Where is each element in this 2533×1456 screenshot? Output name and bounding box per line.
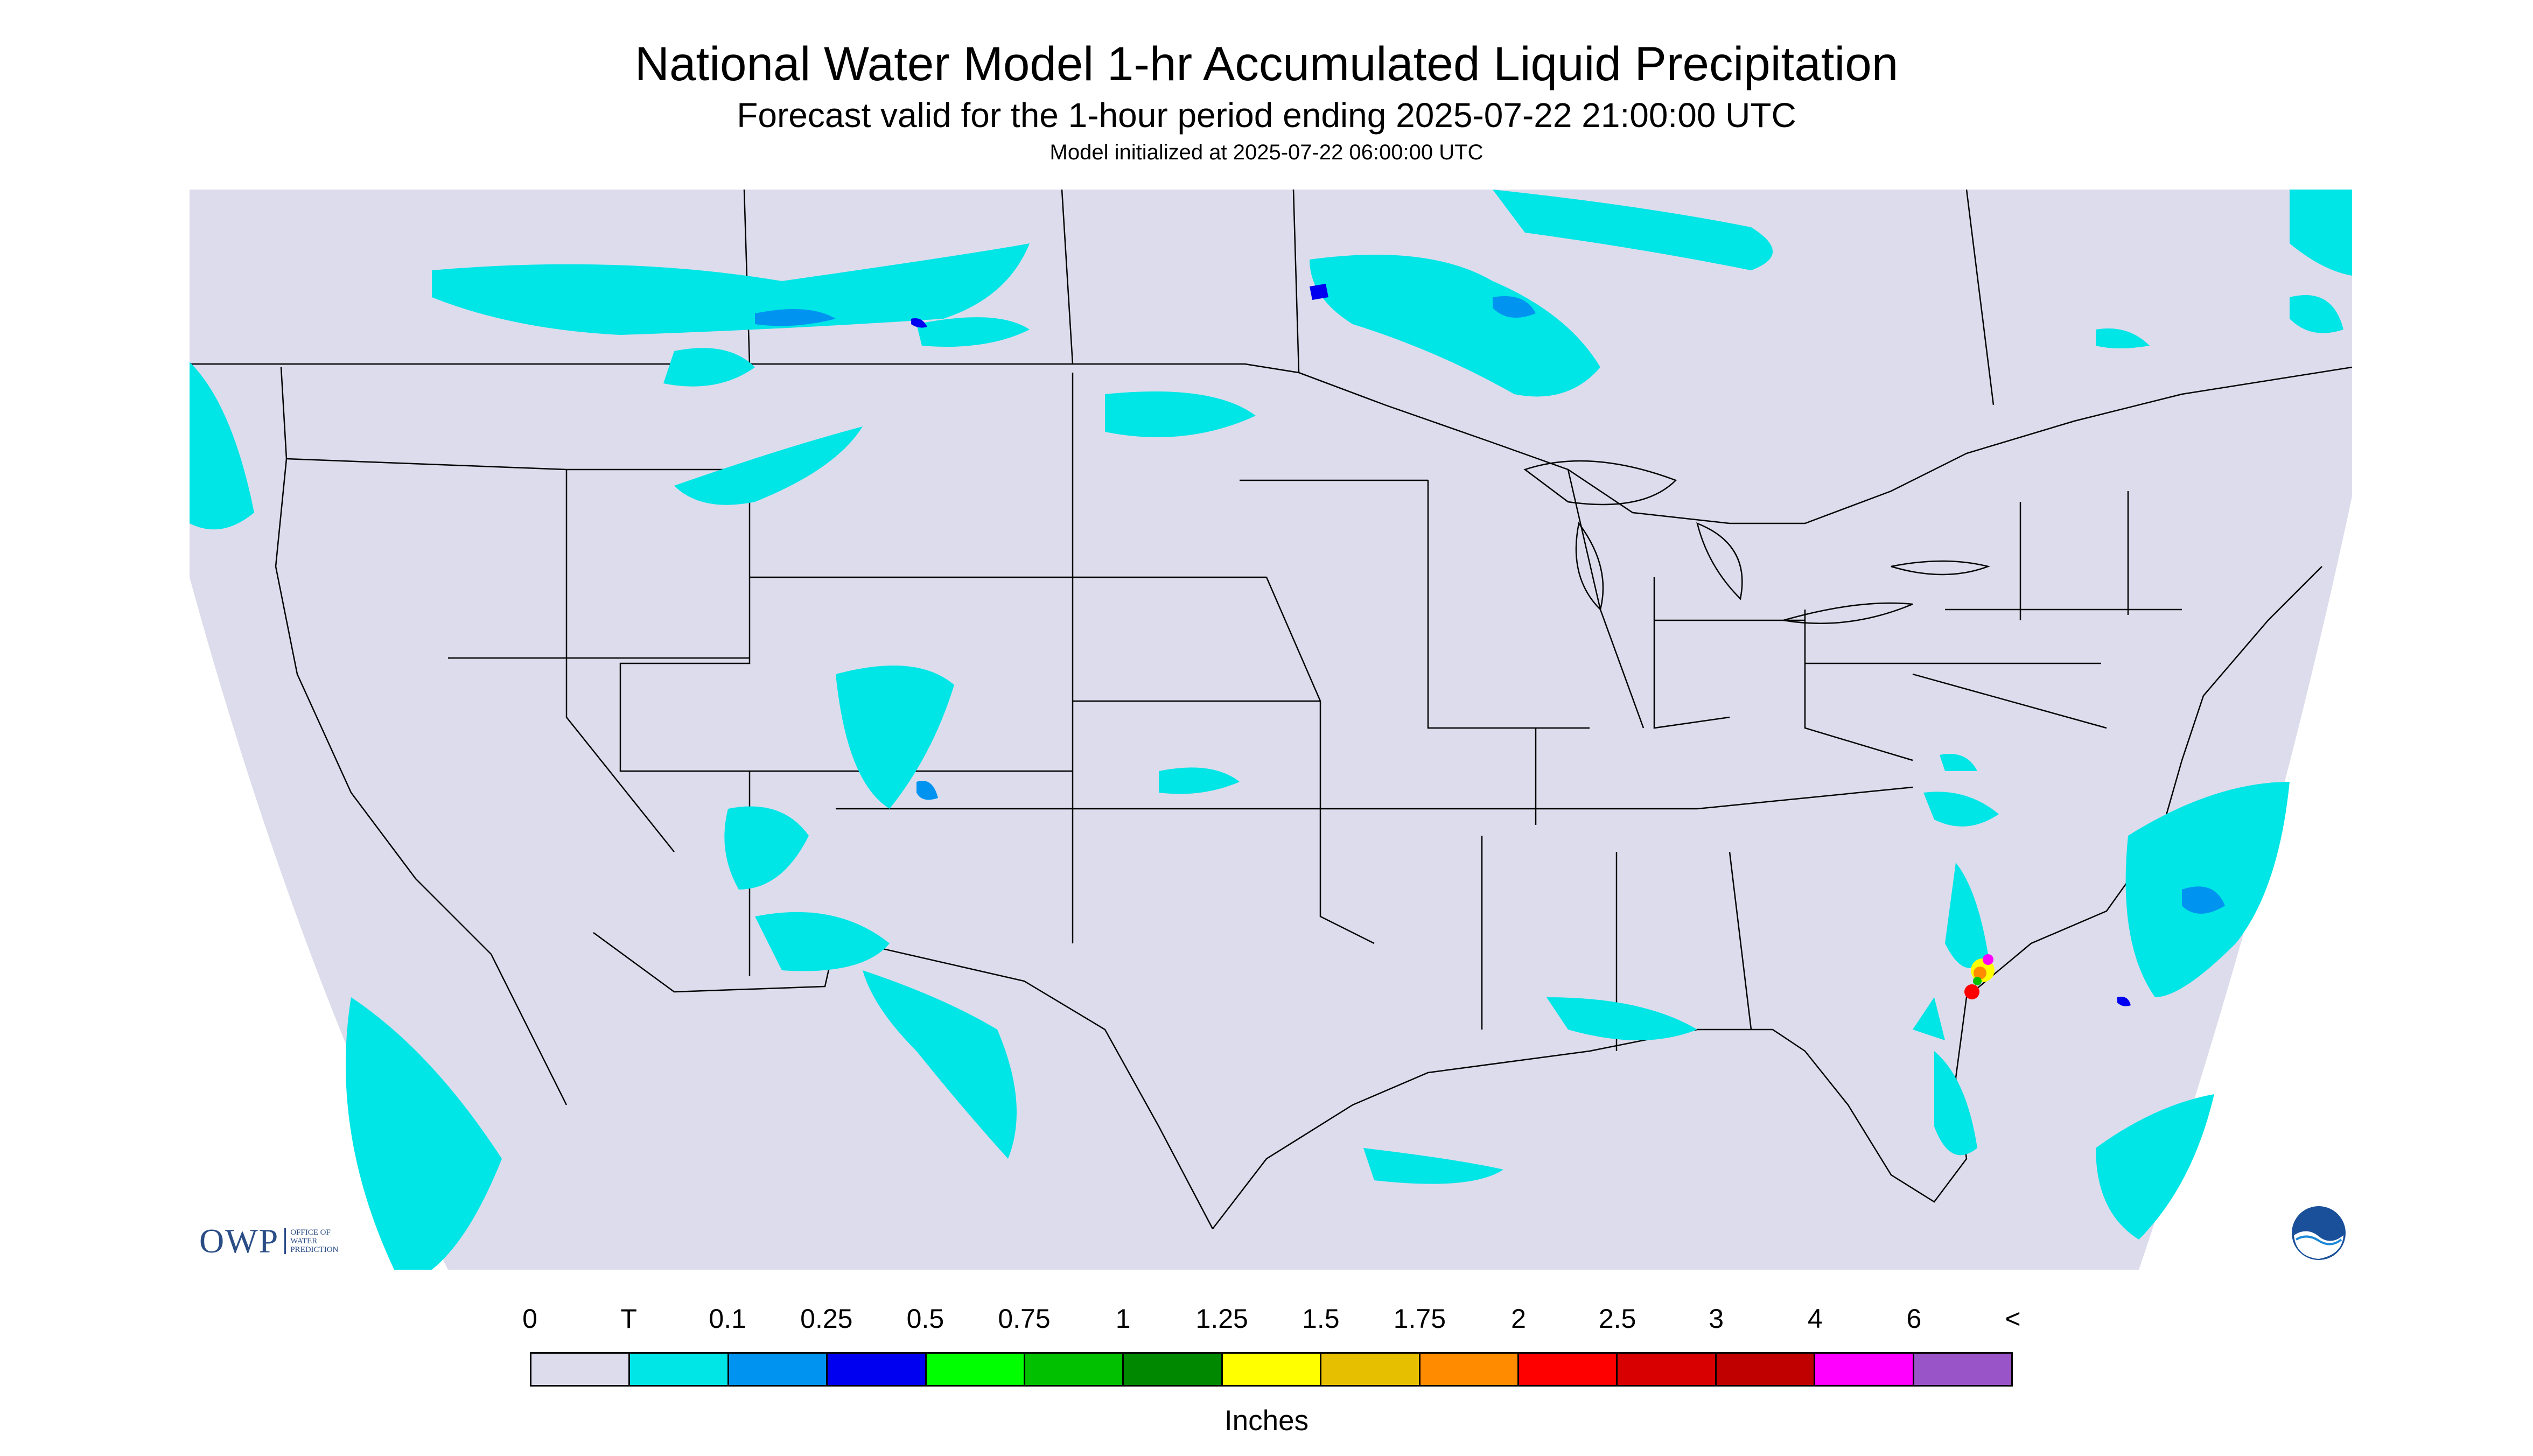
legend-swatch [1420,1354,1520,1385]
model-init-line: Model initialized at 2025-07-22 06:00:00… [1049,141,1484,164]
legend-swatch [1716,1354,1816,1385]
legend-label: 2.5 [1598,1304,1636,1334]
precip-light [755,296,2225,914]
legend-label: 1 [1115,1304,1131,1334]
legend-label: T [620,1304,637,1334]
legend-label: 6 [1906,1304,1922,1334]
legend-label: 1.75 [1393,1304,1446,1334]
legend-swatch [1618,1354,1717,1385]
precip-moderate [911,284,2131,1006]
forecast-domain [190,190,2352,1270]
legend-label: 3 [1709,1304,1724,1334]
map-title: National Water Model 1-hr Accumulated Li… [634,37,1899,90]
legend-colorbar [530,1352,2013,1387]
legend-swatch [1914,1354,2012,1385]
legend-label: 0 [522,1304,537,1334]
legend-label: < [2005,1304,2021,1334]
owp-logo-text: OWP [199,1222,279,1260]
owp-sub-line-1: OFFICE OF [290,1228,331,1237]
noaa-logo [2292,1206,2346,1260]
legend-label: 1.25 [1195,1304,1248,1334]
legend-swatch [1321,1354,1421,1385]
owp-sub-line-2: WATER [290,1237,318,1245]
owp-sub-line-3: PREDICTION [290,1245,339,1254]
legend-swatch [1519,1354,1618,1385]
legend-label: 0.75 [998,1304,1051,1334]
great-lakes [1523,460,1991,624]
legend-label: 4 [1807,1304,1823,1334]
legend-swatch [1025,1354,1124,1385]
gulf-coast [1212,566,2322,1229]
legend-swatch [1222,1354,1322,1385]
us-canada-border [190,363,2352,524]
legend-swatch [1124,1354,1223,1385]
legend-label: 0.25 [800,1304,853,1334]
state-lines-central [1240,479,1913,1051]
map-subtitle: Forecast valid for the 1-hour period end… [737,96,1796,135]
legend-label: 2 [1511,1304,1526,1334]
west-coast [275,367,568,1105]
legend-units: Inches [1224,1405,1309,1437]
legend-swatch [729,1354,828,1385]
precipitation-map [190,190,2352,1270]
legend-label: 0.1 [709,1304,746,1334]
legend-label: 1.5 [1302,1304,1340,1334]
legend-swatch [828,1354,927,1385]
legend-labels: 0 T 0.1 0.25 0.5 0.75 1 1.25 1.5 1.75 2 2.5 3 4 6 < [506,1303,2025,1341]
us-mexico-border [593,932,1214,1229]
legend-swatch [531,1354,631,1385]
legend-swatch [630,1354,729,1385]
precip-trace [190,190,2352,1270]
precip-heavy-cells [1964,954,1995,999]
legend-swatch [926,1354,1026,1385]
owp-logo: OWP OFFICE OF WATER PREDICTION [199,1221,338,1261]
legend-label: 0.5 [906,1304,944,1334]
owp-logo-subtext: OFFICE OF WATER PREDICTION [284,1228,338,1254]
legend-swatch [1815,1354,1914,1385]
